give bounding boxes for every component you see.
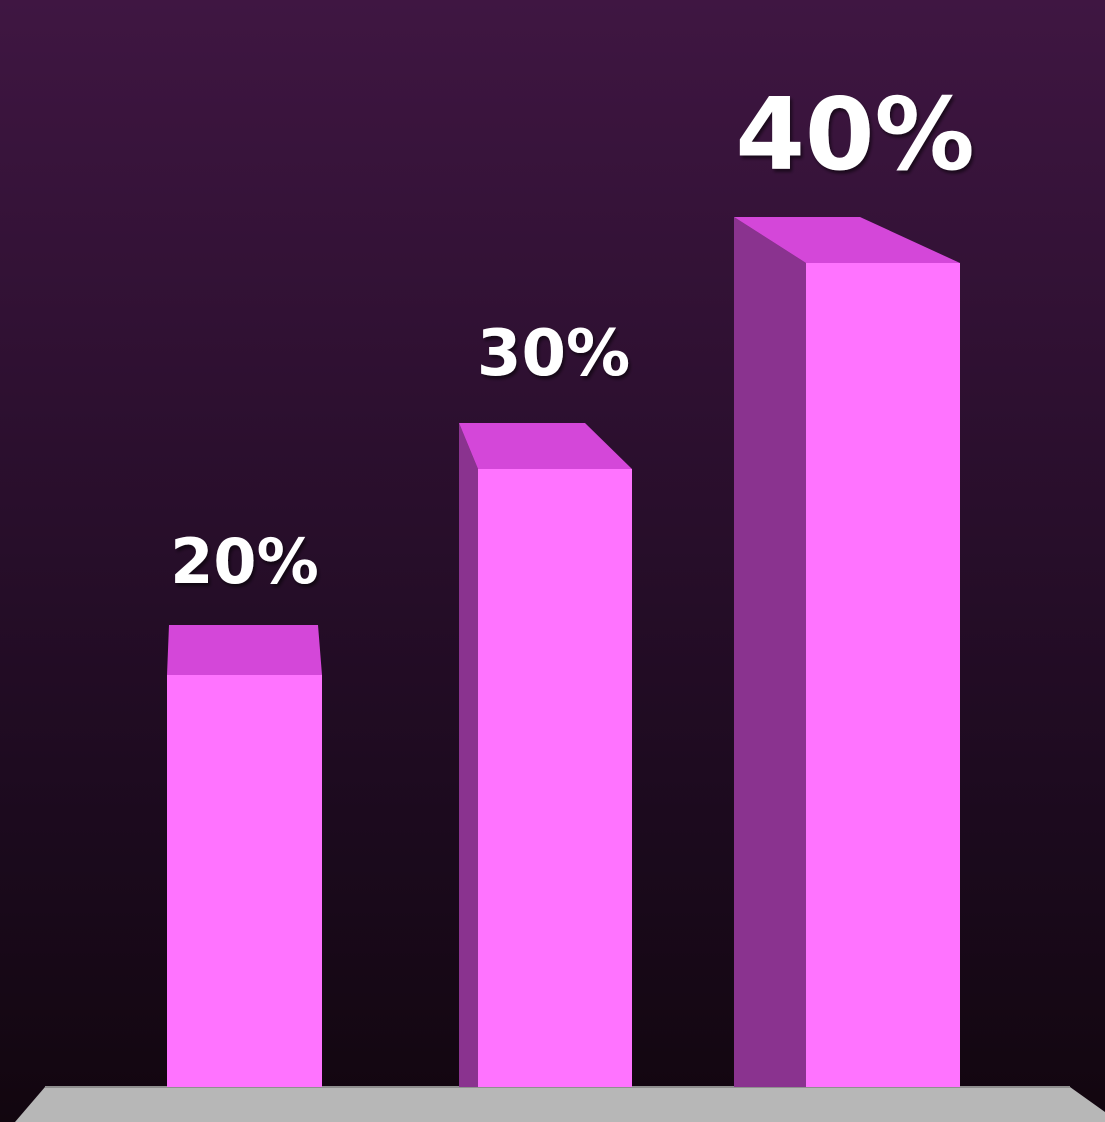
bar-top-3	[734, 217, 960, 263]
bar-top-2	[459, 423, 632, 469]
floor	[15, 1087, 1105, 1122]
bar-side-2	[459, 423, 478, 1087]
data-label-3: 40%	[735, 76, 974, 193]
data-label-1: 20%	[170, 525, 318, 598]
bar-side-3	[734, 217, 806, 1087]
bar-top-1	[167, 625, 322, 675]
data-label-2: 30%	[477, 317, 630, 391]
bar-1	[167, 675, 322, 1087]
bar-3	[806, 263, 960, 1087]
bar-2	[478, 469, 632, 1087]
